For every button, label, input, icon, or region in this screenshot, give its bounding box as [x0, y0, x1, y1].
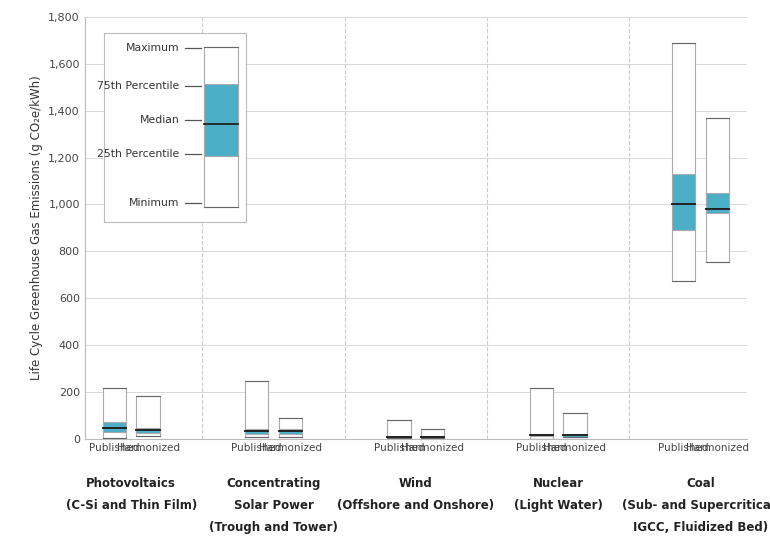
Bar	[203, 47, 238, 207]
Text: (Sub- and Supercritical,: (Sub- and Supercritical,	[621, 499, 770, 512]
Bar	[245, 380, 269, 438]
Bar	[203, 85, 238, 156]
Text: IGCC, Fluidized Bed): IGCC, Fluidized Bed)	[633, 521, 768, 534]
Text: Photovoltaics: Photovoltaics	[86, 477, 176, 490]
Text: Nuclear: Nuclear	[533, 477, 584, 490]
Text: Median: Median	[139, 115, 179, 125]
Text: 75th Percentile: 75th Percentile	[97, 81, 179, 91]
Text: (Light Water): (Light Water)	[514, 499, 602, 512]
Bar	[103, 422, 126, 433]
Text: 25th Percentile: 25th Percentile	[97, 150, 179, 160]
Bar	[672, 43, 695, 281]
Text: Solar Power: Solar Power	[233, 499, 313, 512]
Bar	[136, 396, 159, 436]
Bar	[136, 428, 159, 433]
Bar	[421, 436, 444, 438]
Bar	[563, 435, 587, 437]
Text: Minimum: Minimum	[129, 198, 179, 208]
Bar	[279, 429, 302, 434]
Bar	[705, 193, 728, 213]
Bar	[103, 388, 126, 438]
Bar	[530, 388, 553, 439]
Bar	[672, 174, 695, 230]
Text: (Trough and Tower): (Trough and Tower)	[209, 521, 338, 534]
Text: Concentrating: Concentrating	[226, 477, 321, 490]
Text: (C-Si and Thin Film): (C-Si and Thin Film)	[65, 499, 197, 512]
Bar	[530, 434, 553, 436]
Text: Coal: Coal	[686, 477, 715, 490]
Bar	[245, 429, 269, 434]
Text: Wind: Wind	[399, 477, 433, 490]
Bar	[563, 414, 587, 438]
Text: (Offshore and Onshore): (Offshore and Onshore)	[337, 499, 494, 512]
Bar	[387, 436, 410, 438]
Bar	[279, 418, 302, 438]
Bar	[387, 420, 410, 438]
Text: Maximum: Maximum	[126, 43, 179, 53]
Bar	[705, 118, 728, 262]
Bar	[421, 429, 444, 438]
Y-axis label: Life Cycle Greenhouse Gas Emissions (g CO₂e/kWh): Life Cycle Greenhouse Gas Emissions (g C…	[30, 76, 42, 380]
